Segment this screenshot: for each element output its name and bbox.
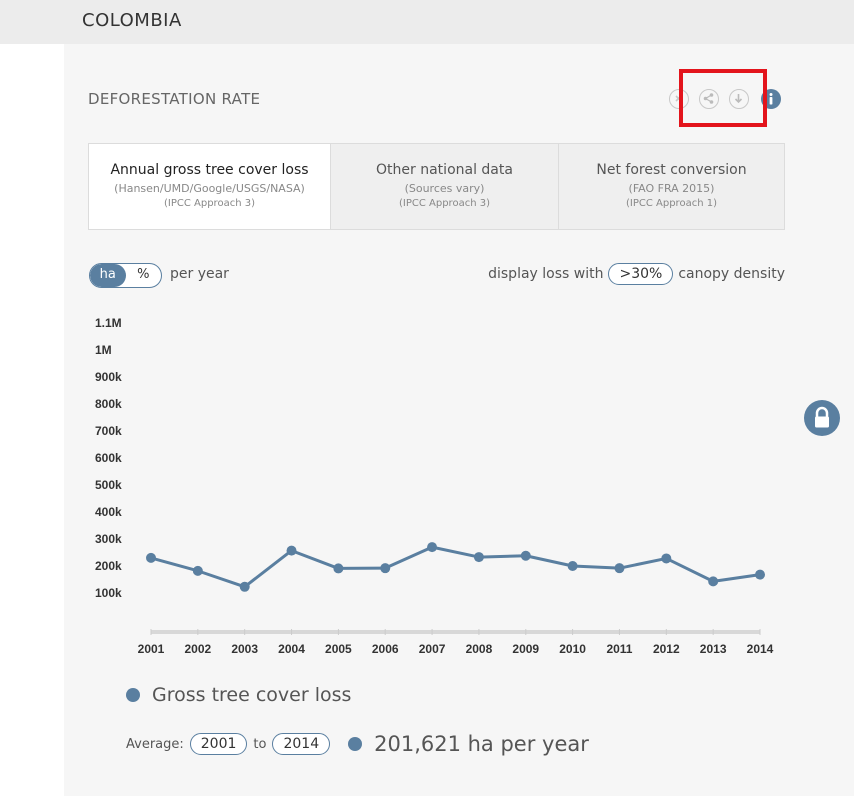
data-point [333, 563, 344, 574]
data-point [286, 545, 297, 556]
average-value: 201,621 ha per year [374, 732, 589, 756]
data-point [380, 563, 391, 574]
download-icon[interactable] [729, 89, 749, 109]
data-point [146, 552, 156, 563]
tab-title: Other national data [376, 162, 513, 178]
average-to-select[interactable]: 2014 [272, 733, 331, 755]
widget-title: DEFORESTATION RATE [88, 90, 261, 108]
x-tick-label: 2012 [653, 642, 680, 656]
data-point [520, 550, 531, 561]
x-tick-label: 2014 [747, 642, 774, 656]
unit-percent-option[interactable]: % [137, 267, 150, 282]
tab-title: Annual gross tree cover loss [110, 162, 309, 178]
y-tick-label: 1M [95, 343, 112, 357]
y-tick-label: 900k [95, 370, 122, 384]
per-year-label: per year [170, 266, 229, 282]
tab-approach: (IPCC Approach 3) [164, 198, 255, 209]
x-tick-label: 2001 [138, 642, 165, 656]
tab-approach: (IPCC Approach 3) [399, 198, 490, 209]
data-point [755, 569, 765, 580]
legend-dot [126, 688, 140, 702]
x-tick-label: 2010 [559, 642, 586, 656]
top-bar: COLOMBIA [0, 0, 854, 44]
x-tick-label: 2002 [184, 642, 211, 656]
tab-source: (Sources vary) [404, 182, 485, 195]
unit-toggle[interactable]: ha % [89, 263, 162, 288]
tab-source: (Hansen/UMD/Google/USGS/NASA) [114, 182, 305, 195]
data-point [708, 576, 719, 587]
data-point [192, 565, 203, 576]
x-tick-label: 2007 [419, 642, 446, 656]
data-source-tabs: Annual gross tree cover loss (Hansen/UMD… [88, 143, 785, 230]
y-tick-label: 700k [95, 424, 122, 438]
x-tick-label: 2008 [466, 642, 493, 656]
tab-approach: (IPCC Approach 1) [626, 198, 717, 209]
share-icon[interactable] [699, 89, 719, 109]
y-tick-label: 1.1M [95, 316, 122, 330]
x-tick-label: 2004 [278, 642, 305, 656]
average-dot [348, 737, 363, 751]
chart-legend: Gross tree cover loss [126, 684, 351, 706]
data-point [473, 552, 484, 563]
unit-ha-option[interactable]: ha [90, 264, 126, 287]
tab-net-forest-conversion[interactable]: Net forest conversion (FAO FRA 2015) (IP… [559, 144, 784, 229]
x-tick-label: 2013 [700, 642, 727, 656]
data-point [614, 563, 625, 574]
tab-other-national-data[interactable]: Other national data (Sources vary) (IPCC… [331, 144, 559, 229]
data-point [661, 553, 672, 564]
data-point [427, 542, 438, 553]
average-from-select[interactable]: 2001 [189, 733, 248, 755]
highlight-box [679, 69, 767, 127]
average-to-label: to [253, 736, 267, 752]
display-loss-label: display loss with [488, 266, 604, 282]
y-tick-label: 600k [95, 451, 122, 465]
y-tick-label: 200k [95, 559, 122, 573]
series-line [150, 545, 761, 589]
lock-icon[interactable] [804, 400, 840, 436]
x-tick-label: 2006 [372, 642, 399, 656]
tab-source: (FAO FRA 2015) [628, 182, 715, 195]
x-tick-label: 2005 [325, 642, 352, 656]
y-tick-label: 300k [95, 532, 122, 546]
x-tick-label: 2003 [231, 642, 258, 656]
y-tick-label: 400k [95, 505, 122, 519]
x-tick-label: 2009 [512, 642, 539, 656]
legend-label: Gross tree cover loss [152, 684, 352, 706]
y-tick-label: 500k [95, 478, 122, 492]
canopy-density-select[interactable]: >30% [608, 263, 674, 285]
average-label: Average: [126, 736, 184, 752]
country-title: COLOMBIA [82, 10, 182, 31]
canopy-density-label: canopy density [678, 266, 785, 282]
y-tick-label: 800k [95, 397, 122, 411]
tab-annual-gross-tree-cover-loss[interactable]: Annual gross tree cover loss (Hansen/UMD… [89, 144, 331, 229]
canopy-density-control: display loss with >30% canopy density [488, 263, 785, 285]
data-point [567, 561, 578, 571]
tab-title: Net forest conversion [596, 162, 747, 178]
average-row: Average: 2001 to 2014 201,621 ha per yea… [126, 732, 589, 756]
data-point [239, 581, 250, 592]
y-tick-label: 100k [95, 586, 122, 600]
x-tick-label: 2011 [606, 642, 632, 656]
